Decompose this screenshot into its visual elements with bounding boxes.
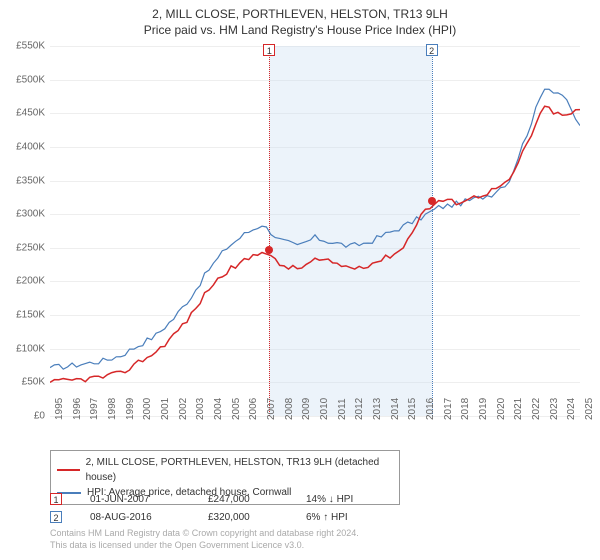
y-axis-label: £200K [5,276,45,287]
x-axis-label: 2007 [266,398,277,420]
y-axis-label: £150K [5,310,45,321]
x-axis-label: 2019 [478,398,489,420]
x-axis-label: 1996 [72,398,83,420]
chart: 12 £0£50K£100K£150K£200K£250K£300K£350K£… [50,46,580,416]
y-axis-label: £0 [5,411,45,422]
y-axis-label: £50K [5,377,45,388]
x-axis-label: 2016 [425,398,436,420]
x-axis-label: 2013 [372,398,383,420]
marker-row: 101-JUN-2007£247,00014% ↓ HPI [50,490,386,508]
y-axis-label: £400K [5,141,45,152]
x-axis-label: 2003 [195,398,206,420]
chart-title: 2, MILL CLOSE, PORTHLEVEN, HELSTON, TR13… [0,0,600,23]
y-axis-label: £350K [5,175,45,186]
y-axis-label: £250K [5,242,45,253]
footer-attribution: Contains HM Land Registry data © Crown c… [50,528,359,551]
y-axis-label: £100K [5,343,45,354]
x-axis-label: 2014 [390,398,401,420]
x-axis-label: 2012 [354,398,365,420]
y-axis-label: £450K [5,108,45,119]
x-axis-label: 2020 [496,398,507,420]
x-axis-label: 2018 [460,398,471,420]
x-axis-label: 2009 [301,398,312,420]
x-axis-label: 2021 [513,398,524,420]
x-axis-label: 2005 [231,398,242,420]
x-axis-label: 2002 [178,398,189,420]
legend-item: 2, MILL CLOSE, PORTHLEVEN, HELSTON, TR13… [57,455,393,485]
x-axis-label: 1999 [125,398,136,420]
x-axis-label: 2017 [443,398,454,420]
x-axis-label: 2006 [248,398,259,420]
marker-row: 208-AUG-2016£320,0006% ↑ HPI [50,508,386,526]
x-axis-label: 2023 [549,398,560,420]
y-axis-label: £550K [5,41,45,52]
y-axis-label: £300K [5,209,45,220]
x-axis-label: 2010 [319,398,330,420]
x-axis-label: 2022 [531,398,542,420]
x-axis-label: 2000 [142,398,153,420]
x-axis-label: 2024 [566,398,577,420]
x-axis-label: 2015 [407,398,418,420]
x-axis-label: 2001 [160,398,171,420]
x-axis-label: 2025 [584,398,595,420]
x-axis-label: 1995 [54,398,65,420]
marker-table: 101-JUN-2007£247,00014% ↓ HPI208-AUG-201… [50,490,386,526]
chart-subtitle: Price paid vs. HM Land Registry's House … [0,23,600,41]
x-axis-label: 1998 [107,398,118,420]
y-axis-label: £500K [5,74,45,85]
x-axis-label: 1997 [89,398,100,420]
x-axis-label: 2011 [337,398,348,420]
x-axis-label: 2004 [213,398,224,420]
x-axis-label: 2008 [284,398,295,420]
